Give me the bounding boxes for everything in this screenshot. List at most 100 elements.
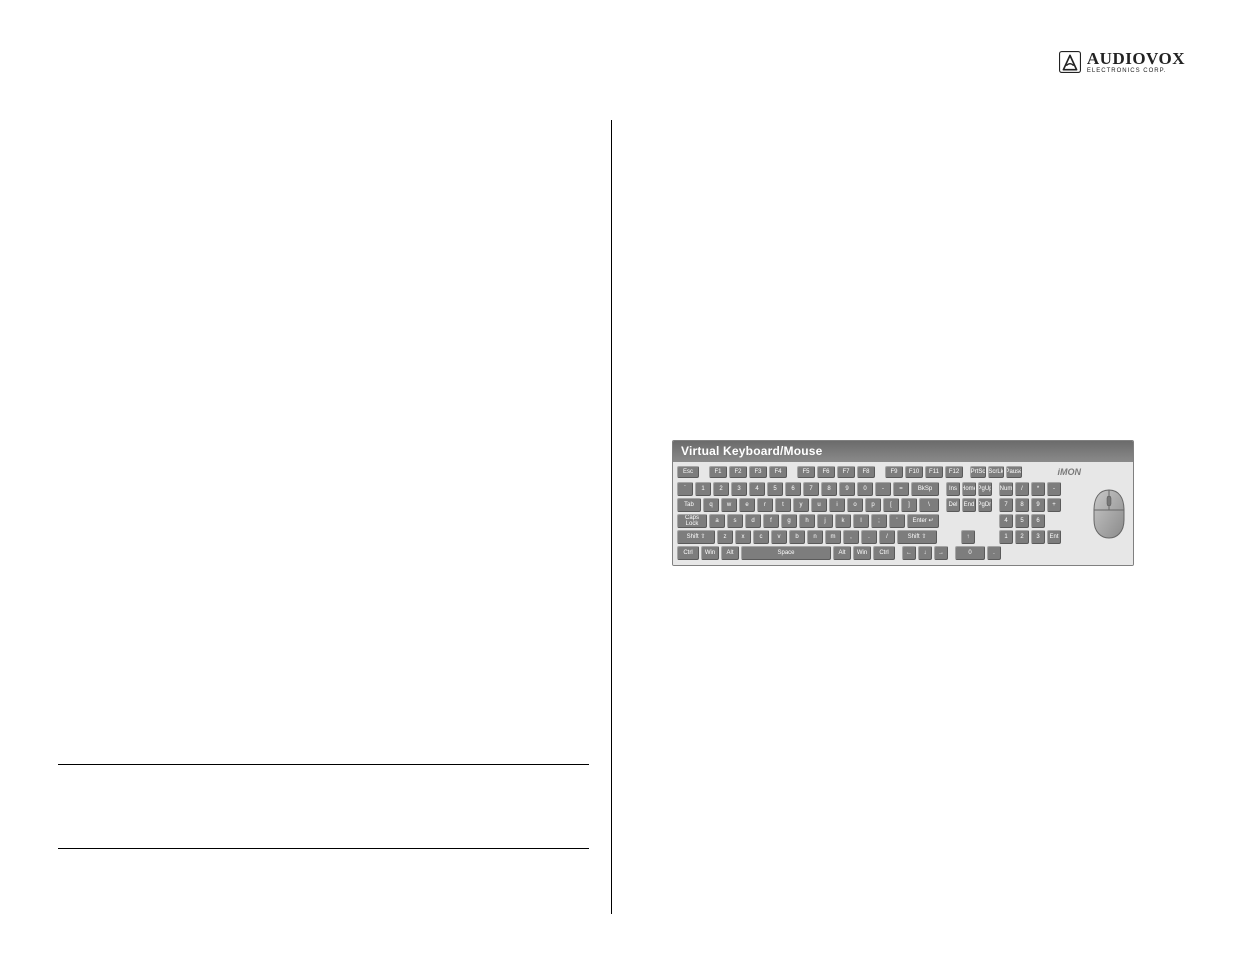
key-np-add[interactable]: +	[1047, 498, 1061, 512]
key-pause[interactable]: Pause	[1006, 466, 1022, 478]
key-prtsc[interactable]: PrtSc	[970, 466, 986, 478]
key-f7[interactable]: F7	[837, 466, 855, 478]
key-semicolon[interactable]: ;	[871, 514, 887, 528]
key-home[interactable]: Home	[962, 482, 976, 496]
key-np-0[interactable]: 0	[955, 546, 985, 560]
key-np-6[interactable]: 6	[1031, 514, 1045, 528]
key-pgdn[interactable]: PgDn	[978, 498, 992, 512]
key-0[interactable]: 0	[857, 482, 873, 496]
key-arrow-down[interactable]: ↓	[918, 546, 932, 560]
key-9[interactable]: 9	[839, 482, 855, 496]
key-ctrl-right[interactable]: Ctrl	[873, 546, 895, 560]
key-f2[interactable]: F2	[729, 466, 747, 478]
key-np-4[interactable]: 4	[999, 514, 1013, 528]
key-l[interactable]: l	[853, 514, 869, 528]
key-f6[interactable]: F6	[817, 466, 835, 478]
key-np-5[interactable]: 5	[1015, 514, 1029, 528]
key-esc[interactable]: Esc	[677, 466, 699, 478]
key-u[interactable]: u	[811, 498, 827, 512]
key-shift-left[interactable]: Shift ⇧	[677, 530, 715, 544]
key-5[interactable]: 5	[767, 482, 783, 496]
key-comma[interactable]: ,	[843, 530, 859, 544]
key-x[interactable]: x	[735, 530, 751, 544]
key-np-sub[interactable]: -	[1047, 482, 1061, 496]
key-lbracket[interactable]: [	[883, 498, 899, 512]
key-f10[interactable]: F10	[905, 466, 923, 478]
key-f4[interactable]: F4	[769, 466, 787, 478]
key-i[interactable]: i	[829, 498, 845, 512]
key-w[interactable]: w	[721, 498, 737, 512]
key-v[interactable]: v	[771, 530, 787, 544]
key-period[interactable]: .	[861, 530, 877, 544]
key-np-dot[interactable]: .	[987, 546, 1001, 560]
key-backspace[interactable]: BkSp	[911, 482, 939, 496]
key-arrow-right[interactable]: →	[934, 546, 948, 560]
key-o[interactable]: o	[847, 498, 863, 512]
key-alt-left[interactable]: Alt	[721, 546, 739, 560]
key-np-8[interactable]: 8	[1015, 498, 1029, 512]
key-f[interactable]: f	[763, 514, 779, 528]
key-np-9[interactable]: 9	[1031, 498, 1045, 512]
key-pgup[interactable]: PgUp	[978, 482, 992, 496]
key-q[interactable]: q	[703, 498, 719, 512]
key-f8[interactable]: F8	[857, 466, 875, 478]
key-a[interactable]: a	[709, 514, 725, 528]
mouse-icon[interactable]	[1091, 488, 1127, 540]
key-rbracket[interactable]: ]	[901, 498, 917, 512]
key-alt-right[interactable]: Alt	[833, 546, 851, 560]
key-7[interactable]: 7	[803, 482, 819, 496]
key-np-2[interactable]: 2	[1015, 530, 1029, 544]
key-end[interactable]: End	[962, 498, 976, 512]
key-minus[interactable]: -	[875, 482, 891, 496]
key-backtick[interactable]: `	[677, 482, 693, 496]
key-capslock[interactable]: Caps Lock	[677, 514, 707, 528]
key-backslash[interactable]: \	[919, 498, 939, 512]
key-2[interactable]: 2	[713, 482, 729, 496]
key-apostrophe[interactable]: '	[889, 514, 905, 528]
key-slash[interactable]: /	[879, 530, 895, 544]
key-f3[interactable]: F3	[749, 466, 767, 478]
key-np-1[interactable]: 1	[999, 530, 1013, 544]
key-b[interactable]: b	[789, 530, 805, 544]
key-h[interactable]: h	[799, 514, 815, 528]
key-del[interactable]: Del	[946, 498, 960, 512]
key-8[interactable]: 8	[821, 482, 837, 496]
key-c[interactable]: c	[753, 530, 769, 544]
key-arrow-up[interactable]: ↑	[961, 530, 975, 544]
key-win-right[interactable]: Win	[853, 546, 871, 560]
key-scrlk[interactable]: ScrLk	[988, 466, 1004, 478]
key-p[interactable]: p	[865, 498, 881, 512]
key-f12[interactable]: F12	[945, 466, 963, 478]
key-r[interactable]: r	[757, 498, 773, 512]
key-shift-right[interactable]: Shift ⇧	[897, 530, 937, 544]
key-d[interactable]: d	[745, 514, 761, 528]
key-numlock[interactable]: Num	[999, 482, 1013, 496]
key-m[interactable]: m	[825, 530, 841, 544]
key-k[interactable]: k	[835, 514, 851, 528]
key-arrow-left[interactable]: ←	[902, 546, 916, 560]
key-g[interactable]: g	[781, 514, 797, 528]
key-np-enter[interactable]: Ent	[1047, 530, 1061, 544]
key-1[interactable]: 1	[695, 482, 711, 496]
key-tab[interactable]: Tab	[677, 498, 701, 512]
key-np-div[interactable]: /	[1015, 482, 1029, 496]
key-3[interactable]: 3	[731, 482, 747, 496]
key-np-mul[interactable]: *	[1031, 482, 1045, 496]
key-f9[interactable]: F9	[885, 466, 903, 478]
key-win-left[interactable]: Win	[701, 546, 719, 560]
key-np-7[interactable]: 7	[999, 498, 1013, 512]
key-j[interactable]: j	[817, 514, 833, 528]
key-f1[interactable]: F1	[709, 466, 727, 478]
key-np-3[interactable]: 3	[1031, 530, 1045, 544]
key-t[interactable]: t	[775, 498, 791, 512]
key-6[interactable]: 6	[785, 482, 801, 496]
key-n[interactable]: n	[807, 530, 823, 544]
key-equal[interactable]: =	[893, 482, 909, 496]
key-f5[interactable]: F5	[797, 466, 815, 478]
key-4[interactable]: 4	[749, 482, 765, 496]
key-s[interactable]: s	[727, 514, 743, 528]
key-space[interactable]: Space	[741, 546, 831, 560]
key-y[interactable]: y	[793, 498, 809, 512]
key-enter[interactable]: Enter ↵	[907, 514, 939, 528]
key-ctrl-left[interactable]: Ctrl	[677, 546, 699, 560]
